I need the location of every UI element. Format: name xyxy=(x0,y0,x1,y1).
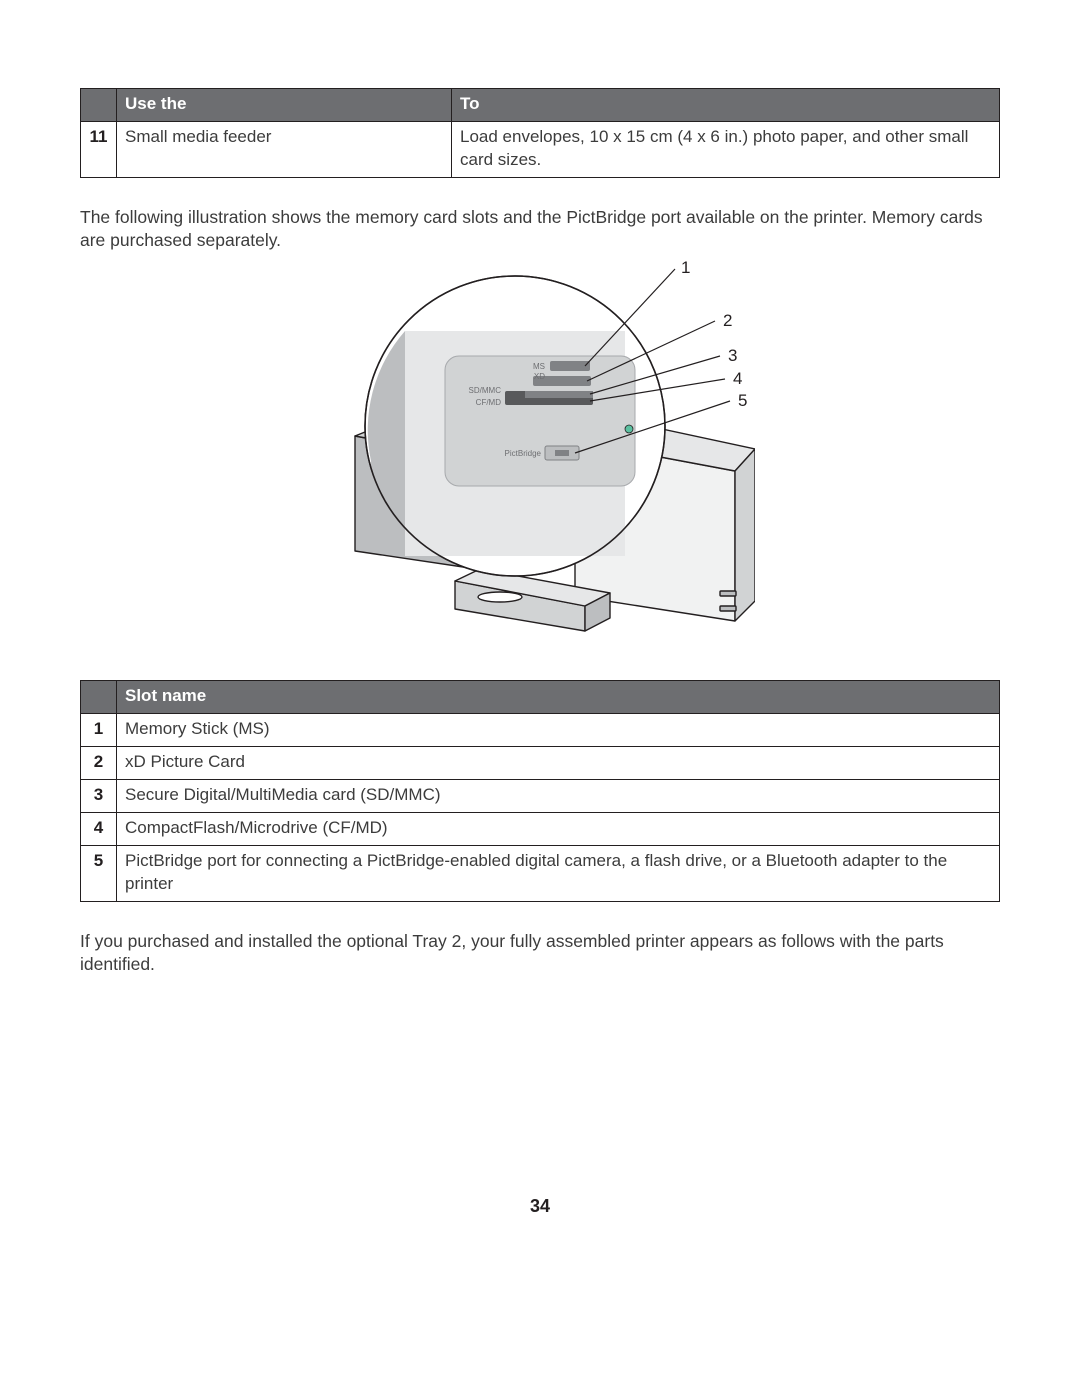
th-num xyxy=(81,89,117,122)
paragraph-intro: The following illustration shows the mem… xyxy=(80,206,1000,253)
callout-1: 1 xyxy=(681,261,690,277)
cell-slot: CompactFlash/Microdrive (CF/MD) xyxy=(117,812,1000,845)
paragraph-tray2: If you purchased and installed the optio… xyxy=(80,930,1000,977)
cell-slot: PictBridge port for connecting a PictBri… xyxy=(117,845,1000,901)
cell-slot: Memory Stick (MS) xyxy=(117,714,1000,747)
table-row: 2 xD Picture Card xyxy=(81,746,1000,779)
cell-use: Small media feeder xyxy=(117,121,452,177)
th-use: Use the xyxy=(117,89,452,122)
callout-3: 3 xyxy=(728,346,737,365)
cell-num: 1 xyxy=(81,714,117,747)
callout-5: 5 xyxy=(738,391,747,410)
callout-4: 4 xyxy=(733,369,742,388)
label-ms: MS xyxy=(533,362,545,371)
table-row: 1 Memory Stick (MS) xyxy=(81,714,1000,747)
cell-slot: xD Picture Card xyxy=(117,746,1000,779)
th-slot: Slot name xyxy=(117,681,1000,714)
cell-slot: Secure Digital/MultiMedia card (SD/MMC) xyxy=(117,779,1000,812)
cell-num: 11 xyxy=(81,121,117,177)
table-use-the: Use the To 11 Small media feeder Load en… xyxy=(80,88,1000,178)
table-row: 4 CompactFlash/Microdrive (CF/MD) xyxy=(81,812,1000,845)
table-row: 3 Secure Digital/MultiMedia card (SD/MMC… xyxy=(81,779,1000,812)
printer-illustration: MS XD SD/MMC CF/MD PictBridge 1 2 3 4 5 xyxy=(80,261,1000,656)
label-cfmd: CF/MD xyxy=(476,398,502,407)
table-row: 11 Small media feeder Load envelopes, 10… xyxy=(81,121,1000,177)
label-xd: XD xyxy=(534,372,545,381)
cell-num: 5 xyxy=(81,845,117,901)
cell-num: 3 xyxy=(81,779,117,812)
table-slot-name: Slot name 1 Memory Stick (MS) 2 xD Pictu… xyxy=(80,680,1000,902)
table-row: 5 PictBridge port for connecting a PictB… xyxy=(81,845,1000,901)
page-number: 34 xyxy=(530,1196,550,1217)
label-sdmmc: SD/MMC xyxy=(469,386,502,395)
cell-num: 2 xyxy=(81,746,117,779)
label-pictbridge: PictBridge xyxy=(505,449,542,458)
th-num2 xyxy=(81,681,117,714)
th-to: To xyxy=(452,89,1000,122)
cell-to: Load envelopes, 10 x 15 cm (4 x 6 in.) p… xyxy=(452,121,1000,177)
callout-2: 2 xyxy=(723,311,732,330)
cell-num: 4 xyxy=(81,812,117,845)
